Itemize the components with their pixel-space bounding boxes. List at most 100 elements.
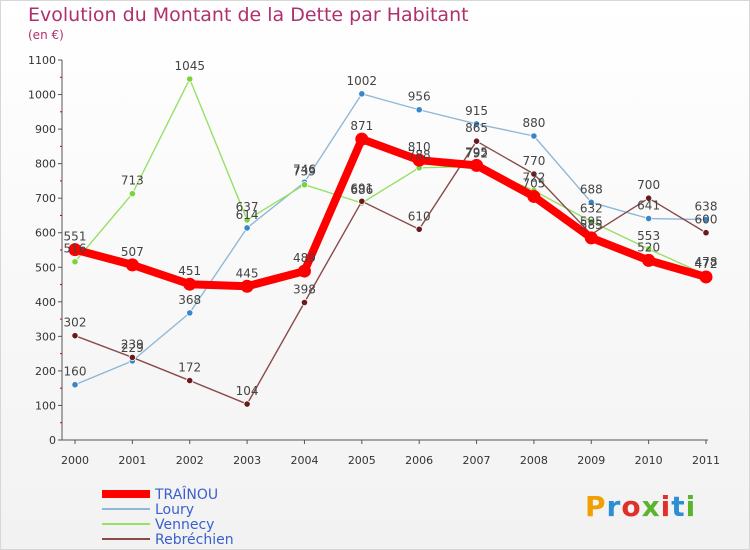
- data-label: 516: [64, 242, 87, 256]
- data-point: [530, 170, 538, 178]
- data-point: [243, 224, 251, 232]
- legend-label: TRAÎNOU: [154, 485, 218, 503]
- legend-label: Rebréchien: [155, 532, 234, 548]
- data-label: 788: [408, 148, 431, 162]
- data-point: [645, 245, 653, 253]
- series-line-Vennecy: [74, 78, 707, 276]
- proxiti-logo: Proxiti: [585, 490, 696, 523]
- x-tick-label: 2000: [61, 454, 89, 467]
- data-point: [527, 189, 541, 203]
- data-label: 880: [522, 116, 545, 130]
- x-tick-label: 2011: [692, 454, 720, 467]
- data-point: [243, 216, 251, 224]
- y-tick-label: 200: [35, 365, 56, 378]
- y-tick-label: 100: [35, 399, 56, 412]
- data-label: 1002: [347, 74, 378, 88]
- x-tick-label: 2004: [290, 454, 318, 467]
- axes: 0 100 200 300 400 500 600 700 800 900 1000 1100 2000…: [28, 54, 720, 467]
- data-point: [699, 270, 713, 284]
- data-label: 172: [178, 361, 201, 375]
- data-point: [645, 214, 653, 223]
- data-label: 871: [350, 119, 373, 133]
- data-label: 553: [637, 229, 660, 243]
- series-line-Loury: [74, 93, 707, 386]
- data-label: 792: [465, 146, 488, 160]
- data-label: 638: [695, 200, 718, 214]
- legend-label: Vennecy: [155, 517, 214, 533]
- y-tick-label: 0: [49, 434, 56, 447]
- data-label: 865: [465, 121, 488, 135]
- chart-unit: (en €): [28, 28, 64, 42]
- data-label: 1045: [174, 59, 205, 73]
- y-tick-label: 500: [35, 261, 56, 274]
- x-tick-label: 2005: [348, 454, 376, 467]
- data-point: [358, 197, 366, 205]
- data-point: [587, 198, 595, 206]
- data-point: [186, 75, 194, 83]
- data-label: 713: [121, 174, 144, 188]
- data-label: 746: [293, 162, 316, 176]
- data-label: 302: [64, 316, 87, 330]
- data-label: 160: [64, 365, 87, 379]
- data-label: 688: [580, 182, 603, 196]
- logo-letter: i: [685, 490, 697, 523]
- data-label: 641: [637, 199, 660, 213]
- data-label: 472: [695, 257, 718, 271]
- data-point: [355, 132, 369, 146]
- data-label: 705: [522, 176, 545, 190]
- data-label: 686: [350, 183, 373, 197]
- data-label: 770: [522, 154, 545, 168]
- data-label: 614: [236, 208, 259, 222]
- data-point: [240, 279, 254, 293]
- data-point: [530, 132, 538, 140]
- data-label: 520: [637, 240, 660, 254]
- data-point: [584, 231, 598, 245]
- chart-title: Evolution du Montant de la Dette par Hab…: [28, 4, 469, 26]
- data-point: [300, 298, 309, 307]
- data-point: [412, 153, 426, 167]
- data-label: 595: [580, 214, 603, 228]
- y-tick-label: 800: [35, 158, 56, 171]
- data-point: [297, 264, 311, 278]
- data-point: [186, 376, 194, 385]
- data-label: 739: [293, 165, 316, 179]
- data-label: 700: [637, 178, 660, 192]
- data-label: 610: [408, 209, 431, 223]
- data-label: 915: [465, 104, 488, 118]
- data-point: [470, 158, 484, 172]
- data-label: 451: [178, 264, 201, 278]
- data-point: [587, 218, 595, 226]
- data-label: 551: [64, 230, 87, 244]
- data-point: [128, 353, 136, 362]
- data-point: [472, 120, 481, 128]
- logo-letter: t: [671, 490, 686, 523]
- series-layer: [68, 75, 713, 408]
- data-label: 478: [695, 255, 718, 269]
- data-point: [702, 229, 710, 237]
- data-point: [71, 332, 79, 340]
- data-label: 795: [465, 145, 488, 159]
- data-label: 810: [408, 140, 431, 154]
- data-point: [472, 137, 481, 145]
- data-point: [300, 181, 309, 189]
- data-label: 956: [408, 90, 431, 104]
- data-point: [183, 277, 197, 291]
- data-point: [125, 258, 139, 272]
- data-label: 691: [350, 181, 373, 195]
- x-tick-label: 2001: [118, 454, 146, 467]
- y-tick-label: 600: [35, 227, 56, 240]
- data-point: [415, 106, 423, 114]
- x-tick-label: 2007: [463, 454, 491, 467]
- x-tick-label: 2003: [233, 454, 261, 467]
- data-label: 239: [121, 337, 144, 351]
- logo-letter: x: [641, 490, 661, 523]
- legend-label: Loury: [155, 502, 194, 518]
- logo-letter: o: [621, 490, 642, 523]
- logo-letter: i: [660, 490, 672, 523]
- y-tick-label: 1100: [28, 54, 56, 67]
- data-label: 229: [121, 341, 144, 355]
- data-label: 104: [236, 384, 259, 398]
